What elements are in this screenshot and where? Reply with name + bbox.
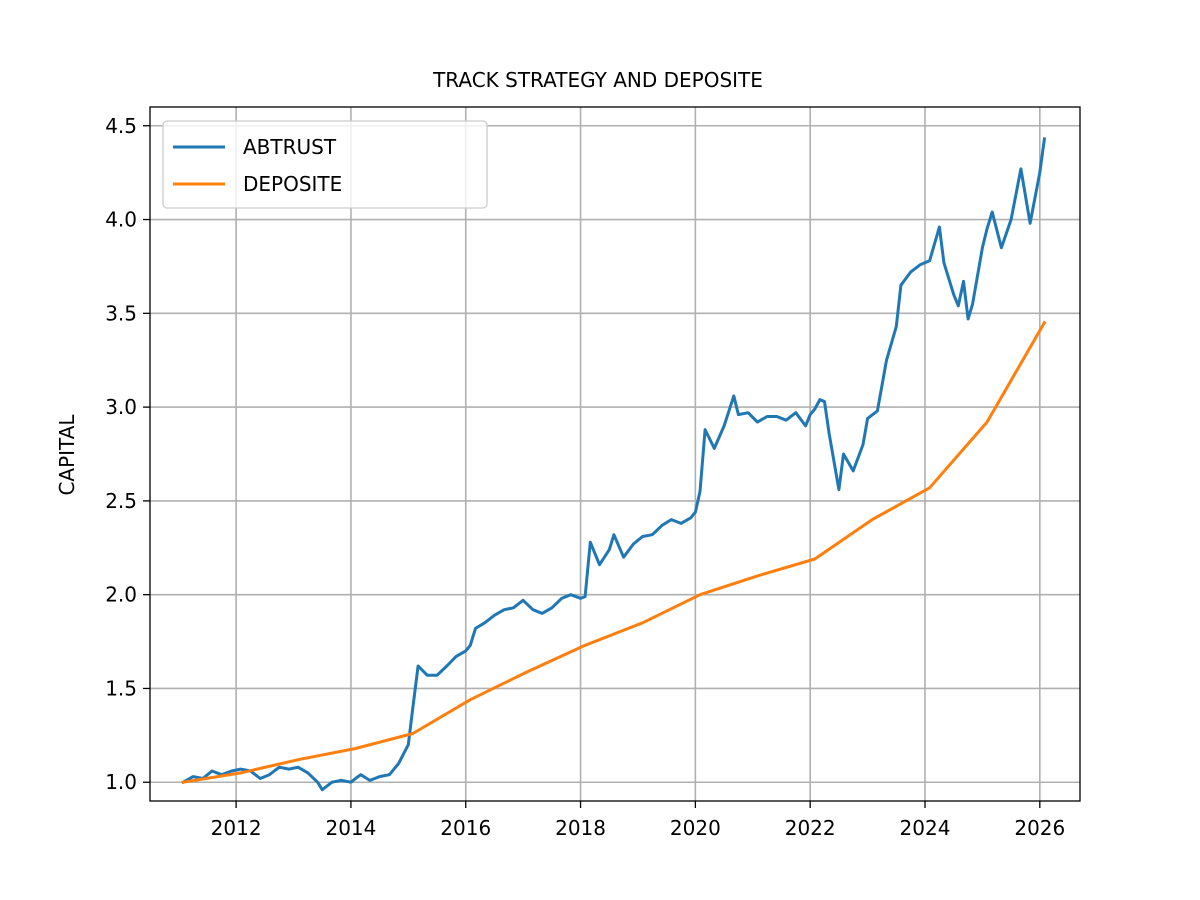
axis-tick-labels: 2012 2014 2016 2018 2020 2022 2024 2026 1.0 1.5 2.… xyxy=(105,114,1065,840)
x-tick-label: 2022 xyxy=(785,816,836,840)
y-tick-label: 4.0 xyxy=(105,208,137,232)
x-tick-label: 2018 xyxy=(555,816,606,840)
legend-label: DEPOSITE xyxy=(243,172,342,196)
y-tick-label: 1.0 xyxy=(105,770,137,794)
series-lines xyxy=(181,137,1047,792)
y-tick-label: 1.5 xyxy=(105,676,137,700)
y-tick-label: 4.5 xyxy=(105,114,137,138)
legend-box xyxy=(162,120,488,209)
axis-ticks xyxy=(143,125,1041,808)
y-tick-label: 3.5 xyxy=(105,301,137,325)
y-tick-label: 3.0 xyxy=(105,395,137,419)
plot-frame xyxy=(149,106,1081,802)
x-tick-label: 2012 xyxy=(211,816,262,840)
series-line-deposite xyxy=(181,320,1047,784)
legend: ABTRUST DEPOSITE xyxy=(162,120,488,209)
y-tick-label: 2.5 xyxy=(105,489,137,513)
series-line-abtrust xyxy=(181,137,1047,792)
chart-title: TRACK STRATEGY AND DEPOSITE xyxy=(432,68,763,92)
x-tick-label: 2024 xyxy=(900,816,951,840)
x-tick-label: 2014 xyxy=(325,816,376,840)
y-tick-label: 2.0 xyxy=(105,583,137,607)
legend-label: ABTRUST xyxy=(243,135,337,159)
grid xyxy=(150,107,1080,801)
x-tick-label: 2016 xyxy=(440,816,491,840)
y-axis-title: CAPITAL xyxy=(55,414,79,496)
x-tick-label: 2020 xyxy=(670,816,721,840)
x-tick-label: 2026 xyxy=(1014,816,1065,840)
